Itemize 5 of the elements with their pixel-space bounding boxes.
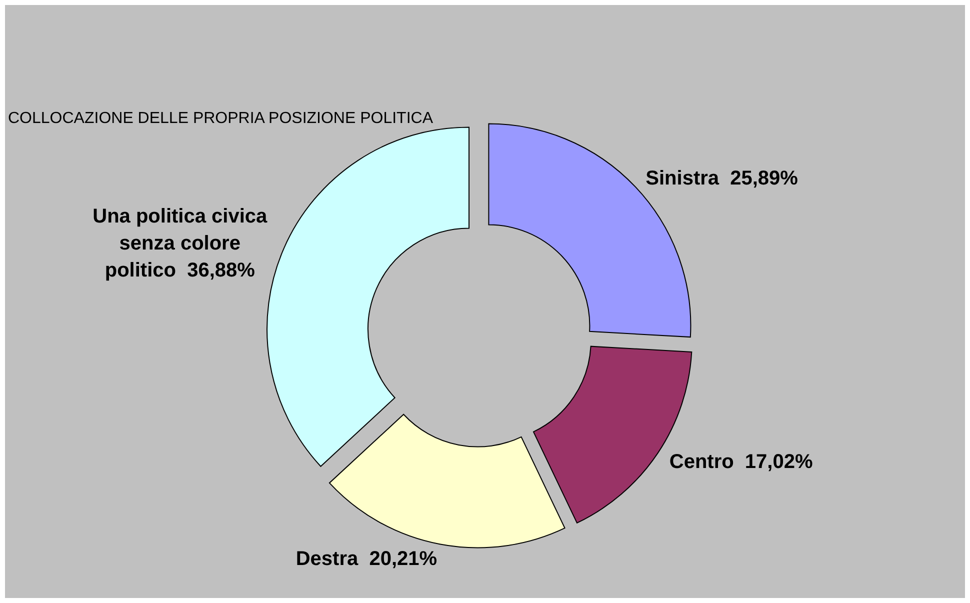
slice-label: Centro 17,02% [669, 450, 813, 473]
slice-label: Destra 20,21% [296, 548, 438, 570]
chart-title: COLLOCAZIONE DELLE PROPRIA POSIZIONE POLITICA [8, 110, 433, 127]
slice-label: Sinistra 25,89% [646, 167, 798, 190]
slice-label: Una politica civica senza colore politico 36,88% [92, 206, 268, 282]
